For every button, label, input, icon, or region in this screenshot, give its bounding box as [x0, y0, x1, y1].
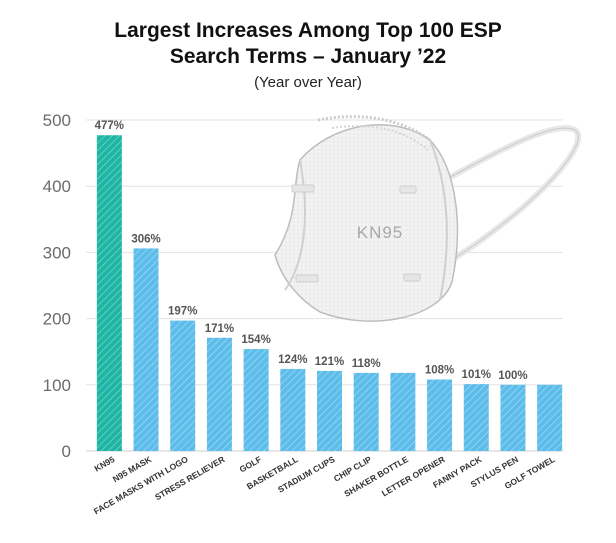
bar-8: [353, 372, 379, 451]
value-label: 101%: [462, 369, 491, 381]
bar-6: [280, 368, 306, 451]
x-tick-label: KN95: [93, 454, 117, 474]
value-label: 306%: [131, 233, 160, 245]
value-labels: 477% 306% 197% 171% 154% 124% 121% 118% 108% 101%…: [95, 120, 528, 382]
chart-title-line-1: Largest Increases Among Top 100 ESP: [114, 19, 502, 42]
x-tick-label: SHAKER BOTTLE: [342, 454, 410, 499]
bar-5: [243, 349, 269, 451]
bar-3: [170, 320, 196, 451]
x-tick-label: GOLF: [238, 454, 263, 474]
mask-label: KN95: [357, 223, 404, 242]
value-label: 108%: [425, 365, 454, 377]
y-tick-label: 0: [62, 442, 71, 461]
y-tick-label: 500: [43, 111, 71, 130]
bar-9: [390, 372, 416, 451]
bar-10: [427, 379, 453, 451]
bar-4: [206, 337, 232, 451]
y-tick-label: 100: [43, 376, 71, 395]
value-label: 171%: [205, 323, 234, 335]
bar-1: [96, 135, 122, 451]
value-label: 154%: [241, 334, 270, 346]
bar-2: [133, 248, 159, 451]
value-label: 121%: [315, 356, 344, 368]
bars: [96, 135, 563, 451]
bar-7: [317, 370, 342, 451]
x-tick-label: STRESS RELIEVER: [153, 454, 226, 502]
x-tick-label: LETTER OPENER: [380, 454, 447, 498]
y-tick-label: 200: [43, 310, 71, 329]
value-label: 124%: [278, 354, 307, 366]
y-tick-label: 400: [43, 177, 71, 196]
value-label: 477%: [95, 120, 124, 132]
value-label: 197%: [168, 306, 197, 318]
chart-subtitle: (Year over Year): [254, 74, 362, 91]
bar-11: [463, 384, 489, 451]
chart-title: Largest Increases Among Top 100 ESP Sear…: [0, 18, 616, 70]
bar-13: [537, 384, 563, 451]
y-tick-label: 300: [43, 243, 71, 262]
value-label: 118%: [352, 358, 381, 370]
value-label: 100%: [498, 370, 527, 382]
bar-12: [500, 384, 526, 451]
chart-title-line-2: Search Terms – January ’22: [169, 45, 447, 68]
kn95-mask-image: KN95: [274, 115, 582, 322]
